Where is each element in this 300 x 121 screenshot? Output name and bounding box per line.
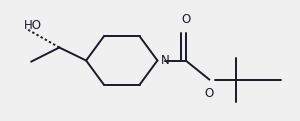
Text: O: O xyxy=(181,13,190,26)
Text: HO: HO xyxy=(24,19,42,32)
Text: O: O xyxy=(205,87,214,100)
Text: N: N xyxy=(161,54,170,67)
